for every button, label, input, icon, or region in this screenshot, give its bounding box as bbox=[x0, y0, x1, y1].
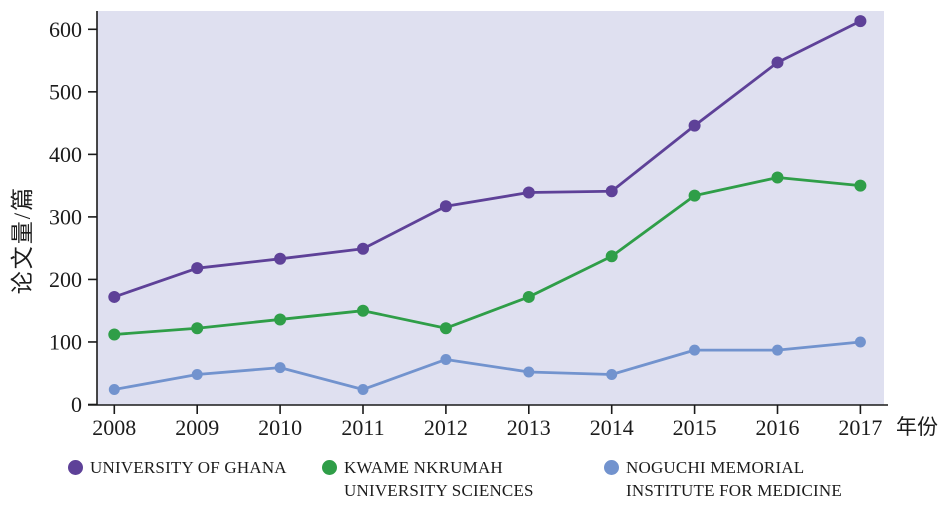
data-point bbox=[522, 186, 535, 199]
x-tick-label: 2009 bbox=[175, 415, 219, 440]
series-line bbox=[112, 340, 862, 391]
data-point bbox=[688, 189, 701, 202]
data-point bbox=[771, 56, 784, 69]
legend-label-line: INSTITUTE FOR MEDICINE bbox=[626, 481, 842, 500]
data-point bbox=[854, 336, 866, 348]
data-point bbox=[771, 171, 784, 184]
data-point bbox=[274, 252, 287, 265]
series-line bbox=[112, 19, 862, 299]
data-point bbox=[274, 313, 287, 326]
series-university-of-ghana bbox=[108, 15, 867, 303]
data-point bbox=[191, 262, 204, 275]
data-point bbox=[357, 304, 369, 317]
y-tick-label: 100 bbox=[49, 329, 82, 354]
data-point bbox=[605, 250, 618, 263]
y-tick-label: 200 bbox=[49, 267, 82, 292]
x-tick-label: 2008 bbox=[92, 415, 136, 440]
legend-dot-icon bbox=[68, 460, 83, 475]
data-point bbox=[191, 368, 203, 380]
data-point bbox=[689, 344, 701, 356]
legend-label: KWAME NKRUMAH UNIVERSITY SCIENCES bbox=[344, 456, 534, 502]
x-axis-title: 年份 bbox=[896, 415, 938, 439]
series-line bbox=[112, 176, 862, 336]
plot-area bbox=[97, 11, 884, 405]
data-point bbox=[854, 15, 867, 28]
data-point bbox=[523, 366, 535, 378]
legend-dot-icon bbox=[604, 460, 619, 475]
data-point bbox=[522, 290, 535, 303]
data-point bbox=[191, 322, 204, 335]
data-point bbox=[108, 383, 120, 395]
x-tick-labels: 2008 2009 2010 2011 2012 2013 2014 2015 2016 2017 bbox=[92, 405, 882, 440]
y-tick-label: 0 bbox=[71, 392, 82, 417]
x-tick-label: 2015 bbox=[673, 415, 717, 440]
legend-label-line: NOGUCHI MEMORIAL bbox=[626, 458, 805, 477]
legend-item-university-of-ghana: UNIVERSITY OF GHANA bbox=[68, 456, 287, 479]
data-point bbox=[439, 322, 452, 335]
y-tick-label: 300 bbox=[49, 204, 82, 229]
data-point bbox=[606, 368, 618, 380]
legend-label-line: UNIVERSITY OF GHANA bbox=[90, 458, 287, 477]
y-tick-label: 500 bbox=[49, 79, 82, 104]
x-tick-label: 2010 bbox=[258, 415, 302, 440]
data-point bbox=[357, 383, 369, 395]
data-point bbox=[274, 362, 286, 374]
y-tick-label: 600 bbox=[49, 17, 82, 42]
x-tick-label: 2013 bbox=[507, 415, 551, 440]
data-point bbox=[772, 344, 783, 356]
series-kwame-nkrumah-university-sciences bbox=[108, 171, 867, 341]
legend-label-line: KWAME NKRUMAH bbox=[344, 458, 503, 477]
data-point bbox=[854, 179, 867, 192]
x-tick-label: 2014 bbox=[590, 415, 634, 440]
chart-legend: UNIVERSITY OF GHANA KWAME NKRUMAH UNIVERSI… bbox=[0, 456, 943, 510]
series-noguchi-memorial-institute-for-medicine bbox=[108, 336, 866, 395]
x-tick-label: 2016 bbox=[756, 415, 800, 440]
y-tick-labels: 0 100 200 300 400 500 600 bbox=[49, 17, 97, 417]
x-tick-label: 2011 bbox=[341, 415, 384, 440]
data-point bbox=[439, 200, 452, 213]
y-tick-label: 400 bbox=[49, 142, 82, 167]
legend-label-line: UNIVERSITY SCIENCES bbox=[344, 481, 534, 500]
data-point bbox=[440, 353, 452, 365]
y-axis-title: 论文量/篇 bbox=[10, 186, 35, 294]
x-tick-label: 2012 bbox=[424, 415, 468, 440]
legend-dot-icon bbox=[322, 460, 337, 475]
data-point bbox=[108, 290, 121, 303]
data-point bbox=[108, 328, 121, 341]
legend-label: NOGUCHI MEMORIAL INSTITUTE FOR MEDICINE bbox=[626, 456, 842, 502]
legend-label: UNIVERSITY OF GHANA bbox=[90, 456, 287, 479]
x-tick-label: 2017 bbox=[838, 415, 882, 440]
legend-item-noguchi-memorial-institute-for-medicine: NOGUCHI MEMORIAL INSTITUTE FOR MEDICINE bbox=[604, 456, 842, 502]
data-point bbox=[688, 119, 701, 132]
data-point bbox=[357, 242, 369, 255]
data-point bbox=[605, 185, 618, 198]
legend-item-kwame-nkrumah-university-sciences: KWAME NKRUMAH UNIVERSITY SCIENCES bbox=[322, 456, 534, 502]
